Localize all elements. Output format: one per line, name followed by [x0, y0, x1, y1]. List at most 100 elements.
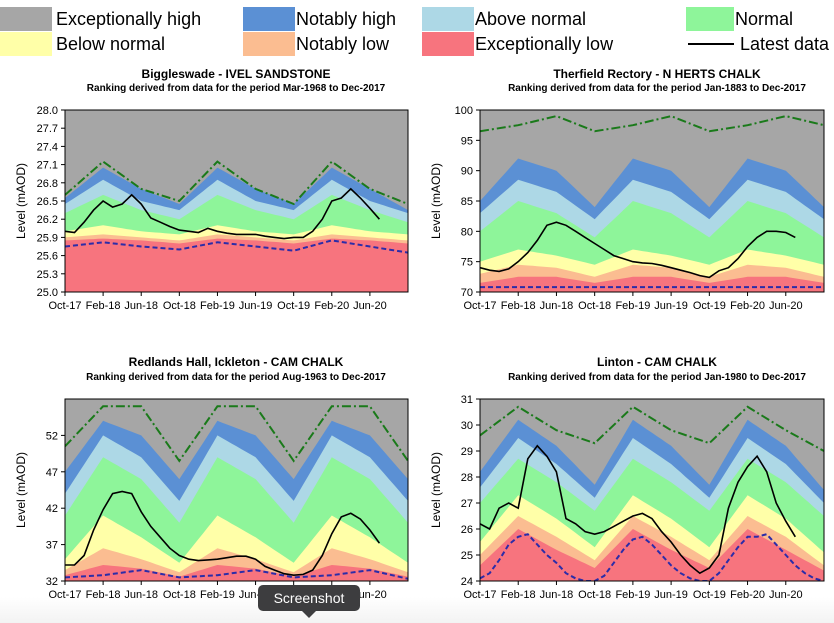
chart-2: 70 75 80 85 90 95 100 Oct-17 Feb-18 Jun-18 Oct-18 F…: [429, 67, 825, 312]
x-tick-label: Jun-18: [124, 300, 158, 312]
y-axis-label: Level (mAOD): [429, 163, 443, 239]
y-tick-label: 75: [461, 257, 473, 269]
y-tick-label: 100: [455, 105, 473, 117]
y-tick-label: 27.4: [37, 141, 58, 153]
latest-data-line: [480, 221, 796, 279]
max-line: [65, 160, 408, 206]
plot-frame: [64, 398, 409, 582]
chart-subtitle: Ranking derived from data for the period…: [87, 83, 386, 94]
x-tick-label: Feb-18: [86, 300, 121, 312]
legend-label: Latest data: [740, 33, 830, 54]
bottom-fade: [0, 597, 834, 623]
legend-below-normal: Below normal: [0, 32, 165, 56]
y-tick-label: 42: [46, 503, 58, 515]
chart-title: Linton - CAM CHALK: [597, 355, 717, 369]
band-exceptionally-low: [480, 276, 824, 292]
chart-title: Therfield Rectory - N HERTS CHALK: [553, 67, 761, 81]
chart-subtitle: Ranking derived from data for the period…: [86, 372, 386, 383]
latest-data-line: [65, 187, 381, 240]
y-axis-label: Level (mAOD): [14, 163, 28, 239]
band-exceptionally-low: [480, 529, 824, 581]
legend-above-normal: Above normal: [422, 7, 586, 31]
y-tick-label: 25.0: [37, 287, 58, 299]
y-tick-label: 30: [461, 420, 473, 432]
y-tick-label: 37: [46, 540, 58, 552]
y-axis-label: Level (mAOD): [429, 452, 443, 528]
legend-label: Above normal: [475, 8, 587, 29]
legend-label: Exceptionally high: [56, 8, 202, 29]
y-tick-label: 25.6: [37, 251, 58, 263]
plot-area: [65, 399, 408, 581]
plot-area: [65, 110, 408, 292]
x-tick-label: Jun-20: [769, 300, 803, 312]
y-tick-label: 52: [46, 430, 58, 442]
legend-swatch-notably-high: [243, 7, 295, 31]
min-line: [480, 533, 824, 581]
legend-swatch-exceptionally-low: [422, 32, 474, 56]
x-tick-label: Feb-20: [314, 300, 349, 312]
legend-swatch-below-normal: [0, 32, 52, 56]
y-tick-label: 31: [461, 394, 473, 406]
x-tick-label: Jun-19: [654, 300, 688, 312]
x-tick-label: Feb-18: [501, 300, 536, 312]
y-tick-label: 32: [46, 576, 58, 588]
y-tick-label: 26: [461, 524, 473, 536]
legend-label: Notably low: [296, 33, 390, 54]
x-tick-label: Oct-18: [163, 300, 196, 312]
y-tick-label: 25.3: [37, 269, 58, 281]
plot-area: [480, 110, 824, 292]
x-tick-label: Oct-17: [48, 300, 81, 312]
chart-1: 25.0 25.3 25.6 25.9 26.2 26.5 26.8 27.1 27.4 27.7…: [14, 67, 409, 312]
legend-swatch-normal: [686, 7, 734, 31]
y-tick-label: 28.0: [37, 105, 58, 117]
legend-swatch-exceptionally-high: [0, 7, 52, 31]
y-tick-label: 25.9: [37, 232, 58, 244]
y-axis-label: Level (mAOD): [14, 452, 28, 528]
legend-swatch-latest-data: [688, 43, 734, 45]
x-tick-label: Feb-19: [200, 300, 235, 312]
legend-notably-high: Notably high: [243, 7, 396, 31]
chart-title: Redlands Hall, Ickleton - CAM CHALK: [129, 355, 344, 369]
legend-notably-low: Notably low: [243, 32, 389, 56]
x-tick-label: Jun-20: [353, 300, 387, 312]
band-exceptionally-low: [65, 565, 408, 581]
x-tick-label: Oct-19: [693, 300, 726, 312]
y-tick-label: 28: [461, 472, 473, 484]
x-tick-label: Oct-18: [578, 300, 611, 312]
x-tick-label: Oct-19: [277, 300, 310, 312]
y-tick-label: 26.2: [37, 214, 58, 226]
tooltip-label: Screenshot: [273, 590, 345, 606]
chart-title: Biggleswade - IVEL SANDSTONE: [142, 67, 331, 81]
y-tick-label: 70: [461, 287, 473, 299]
legend-exceptionally-high: Exceptionally high: [0, 7, 201, 31]
legend-swatch-notably-low: [243, 32, 295, 56]
y-tick-label: 27.1: [37, 160, 58, 172]
y-tick-label: 26.8: [37, 178, 58, 190]
chart-subtitle: Ranking derived from data for the period…: [508, 83, 806, 94]
tooltip-arrow: [302, 611, 316, 618]
latest-data-line: [65, 490, 381, 577]
y-tick-label: 90: [461, 166, 473, 178]
x-tick-label: Feb-19: [615, 300, 650, 312]
y-tick-label: 47: [46, 467, 58, 479]
band-exceptionally-low: [65, 238, 408, 292]
plot-frame: [479, 398, 825, 582]
latest-data-line: [480, 444, 796, 575]
y-tick-label: 26.5: [37, 196, 58, 208]
y-tick-label: 85: [461, 196, 473, 208]
legend-label: Normal: [735, 8, 794, 29]
legend-latest-data: Latest data: [688, 32, 829, 56]
legend-label: Notably high: [296, 8, 397, 29]
y-tick-label: 29: [461, 446, 473, 458]
max-line: [65, 405, 408, 463]
max-line: [480, 115, 824, 133]
x-tick-label: Feb-20: [730, 300, 765, 312]
x-tick-label: Oct-17: [463, 300, 496, 312]
y-tick-label: 24: [461, 576, 473, 588]
y-tick-label: 25: [461, 550, 473, 562]
legend-label: Below normal: [56, 33, 166, 54]
y-tick-label: 80: [461, 226, 473, 238]
